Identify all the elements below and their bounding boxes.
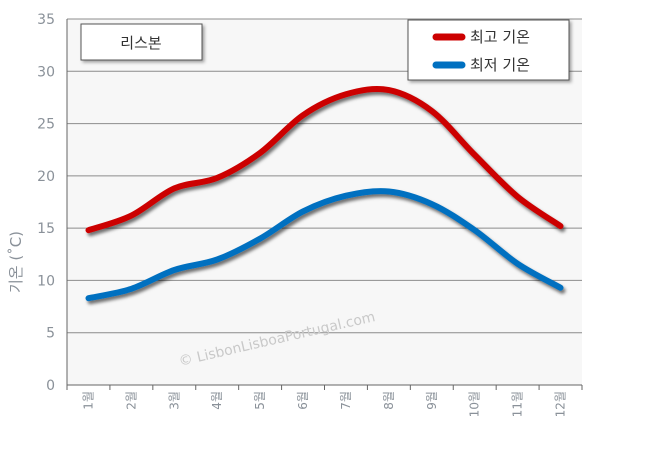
x-tick-label: 12월 (554, 391, 568, 417)
x-tick-label: 8월 (382, 391, 396, 410)
x-tick-label: 6월 (296, 391, 310, 410)
y-tick-label: 15 (37, 221, 55, 237)
x-tick-label: 1월 (81, 391, 95, 410)
series-line-low (85, 188, 564, 302)
x-tick-label: 9월 (425, 391, 439, 410)
x-tick-label: 4월 (210, 391, 224, 410)
x-tick-label: 5월 (253, 391, 267, 410)
x-tick-labels: 1월 2월 3월 4월 5월 6월 7월 8월 9월 10월 11월 12월 (81, 391, 567, 417)
x-tick-label: 11월 (511, 391, 525, 417)
legend-label-high: 최고 기온 (470, 28, 530, 46)
x-tick-label: 2월 (124, 391, 138, 410)
y-tick-label: 0 (46, 378, 55, 394)
legend-label-low: 최저 기온 (470, 56, 530, 74)
x-tick-label: 10월 (468, 391, 482, 417)
y-axis-label: 기온 (˚C) (7, 231, 25, 293)
chart-title: 리스본 (120, 34, 161, 52)
y-tick-label: 10 (37, 273, 55, 289)
chart-title-box: 리스본 (80, 23, 203, 61)
y-tick-label: 20 (37, 169, 55, 185)
axes (66, 19, 583, 390)
y-tick-label: 5 (46, 326, 55, 342)
series-line-high (85, 85, 564, 234)
y-tick-label: 35 (37, 12, 55, 28)
title-box-frame (80, 23, 203, 61)
y-tick-label: 30 (37, 64, 55, 80)
x-tick-label: 7월 (339, 391, 353, 410)
series-lines (85, 85, 564, 302)
x-tick-label: 3월 (167, 391, 181, 410)
y-tick-label: 25 (37, 117, 55, 133)
legend: 최고 기온 최저 기온 (407, 19, 570, 81)
legend-box (407, 19, 570, 81)
y-tick-labels: 0 5 10 15 20 25 30 35 (37, 12, 55, 394)
